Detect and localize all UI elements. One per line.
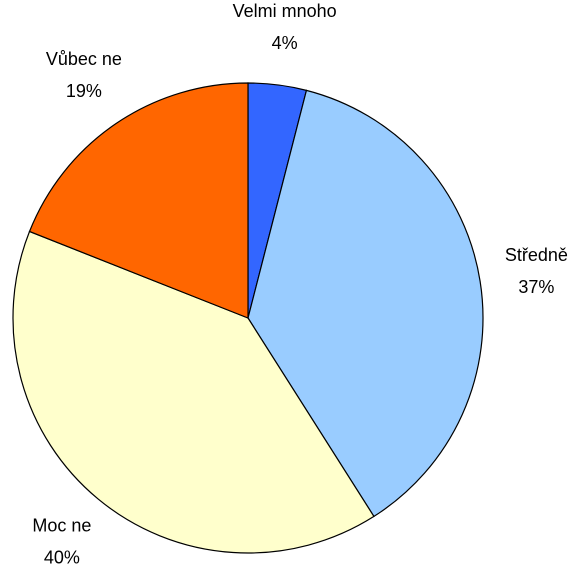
- slice-value-label: 40%: [44, 548, 80, 564]
- pie-slice: [28, 82, 249, 319]
- slice-label: Velmi mnoho: [233, 1, 337, 21]
- slice-value-label: 19%: [66, 81, 102, 101]
- slice-value-label: 4%: [272, 33, 298, 53]
- slice-label: Moc ne: [32, 516, 91, 536]
- pie-slice: [12, 230, 375, 554]
- slice-value-label: 37%: [518, 277, 554, 297]
- slice-label: Středně: [505, 245, 568, 265]
- slice-label: Vůbec ne: [46, 49, 122, 69]
